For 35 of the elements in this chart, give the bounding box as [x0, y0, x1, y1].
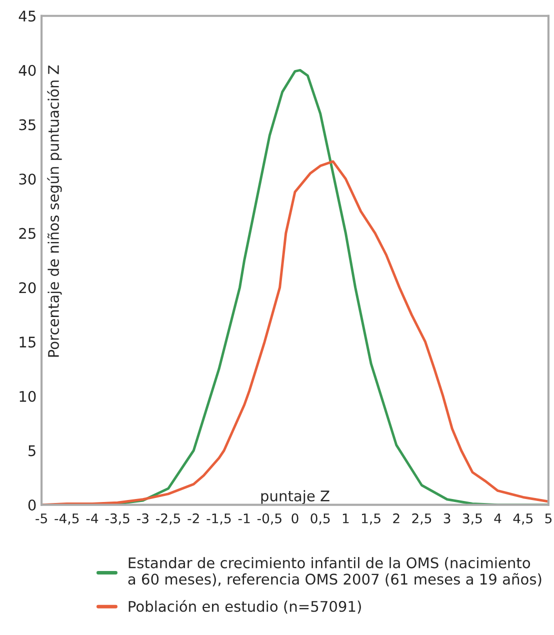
x-tick-label: 4,5 — [513, 514, 532, 525]
x-tick-label: -2 — [188, 513, 199, 524]
y-tick-label: 10 — [20, 390, 36, 402]
x-tick-label: -0,5 — [257, 513, 282, 525]
x-tick-label: 1,5 — [362, 514, 380, 525]
x-tick-label: -5 — [36, 514, 47, 524]
y-tick-label: 15 — [20, 336, 36, 348]
x-tick-label: 1 — [342, 514, 349, 524]
x-tick-label: 2 — [393, 513, 400, 524]
x-tick-label: 2,5 — [412, 513, 432, 525]
x-tick-label: 3 — [444, 513, 450, 524]
x-tick-label: -3,5 — [105, 513, 130, 525]
y-tick-label: 30 — [19, 174, 36, 185]
x-tick-label: -3 — [137, 513, 148, 524]
y-tick-label: 40 — [18, 64, 36, 76]
x-axis-title: puntaje Z — [261, 490, 330, 504]
legend-label: Estandar de crecimiento infantil de la OMS (nacimiento a 60 meses), referencia OMS 2007 (61 meses a 19 años) — [128, 557, 542, 586]
x-tick-label: -1 — [238, 514, 250, 524]
x-tick-label: -2,5 — [156, 513, 180, 525]
x-tick-label: -1,5 — [206, 514, 231, 525]
x-tick-label: 0 — [292, 513, 298, 524]
y-tick-label: 25 — [19, 228, 36, 239]
x-tick-label: 0,5 — [310, 513, 330, 525]
legend-label: Población en estudio (n=57091) — [128, 600, 361, 614]
y-tick-label: 5 — [28, 445, 36, 456]
y-tick-label: 35 — [19, 119, 36, 130]
x-tick-label: -4,5 — [54, 514, 79, 525]
y-tick-label: 45 — [18, 10, 36, 22]
y-tick-label: 20 — [19, 282, 36, 294]
x-tick-label: 5 — [545, 514, 552, 524]
y-tick-label: 0 — [28, 500, 36, 511]
x-tick-label: 4 — [494, 514, 502, 524]
x-tick-label: 3,5 — [462, 513, 482, 525]
y-axis-title: Porcentaje de niños según puntuación Z — [47, 65, 62, 357]
x-tick-label: -4 — [86, 514, 98, 524]
